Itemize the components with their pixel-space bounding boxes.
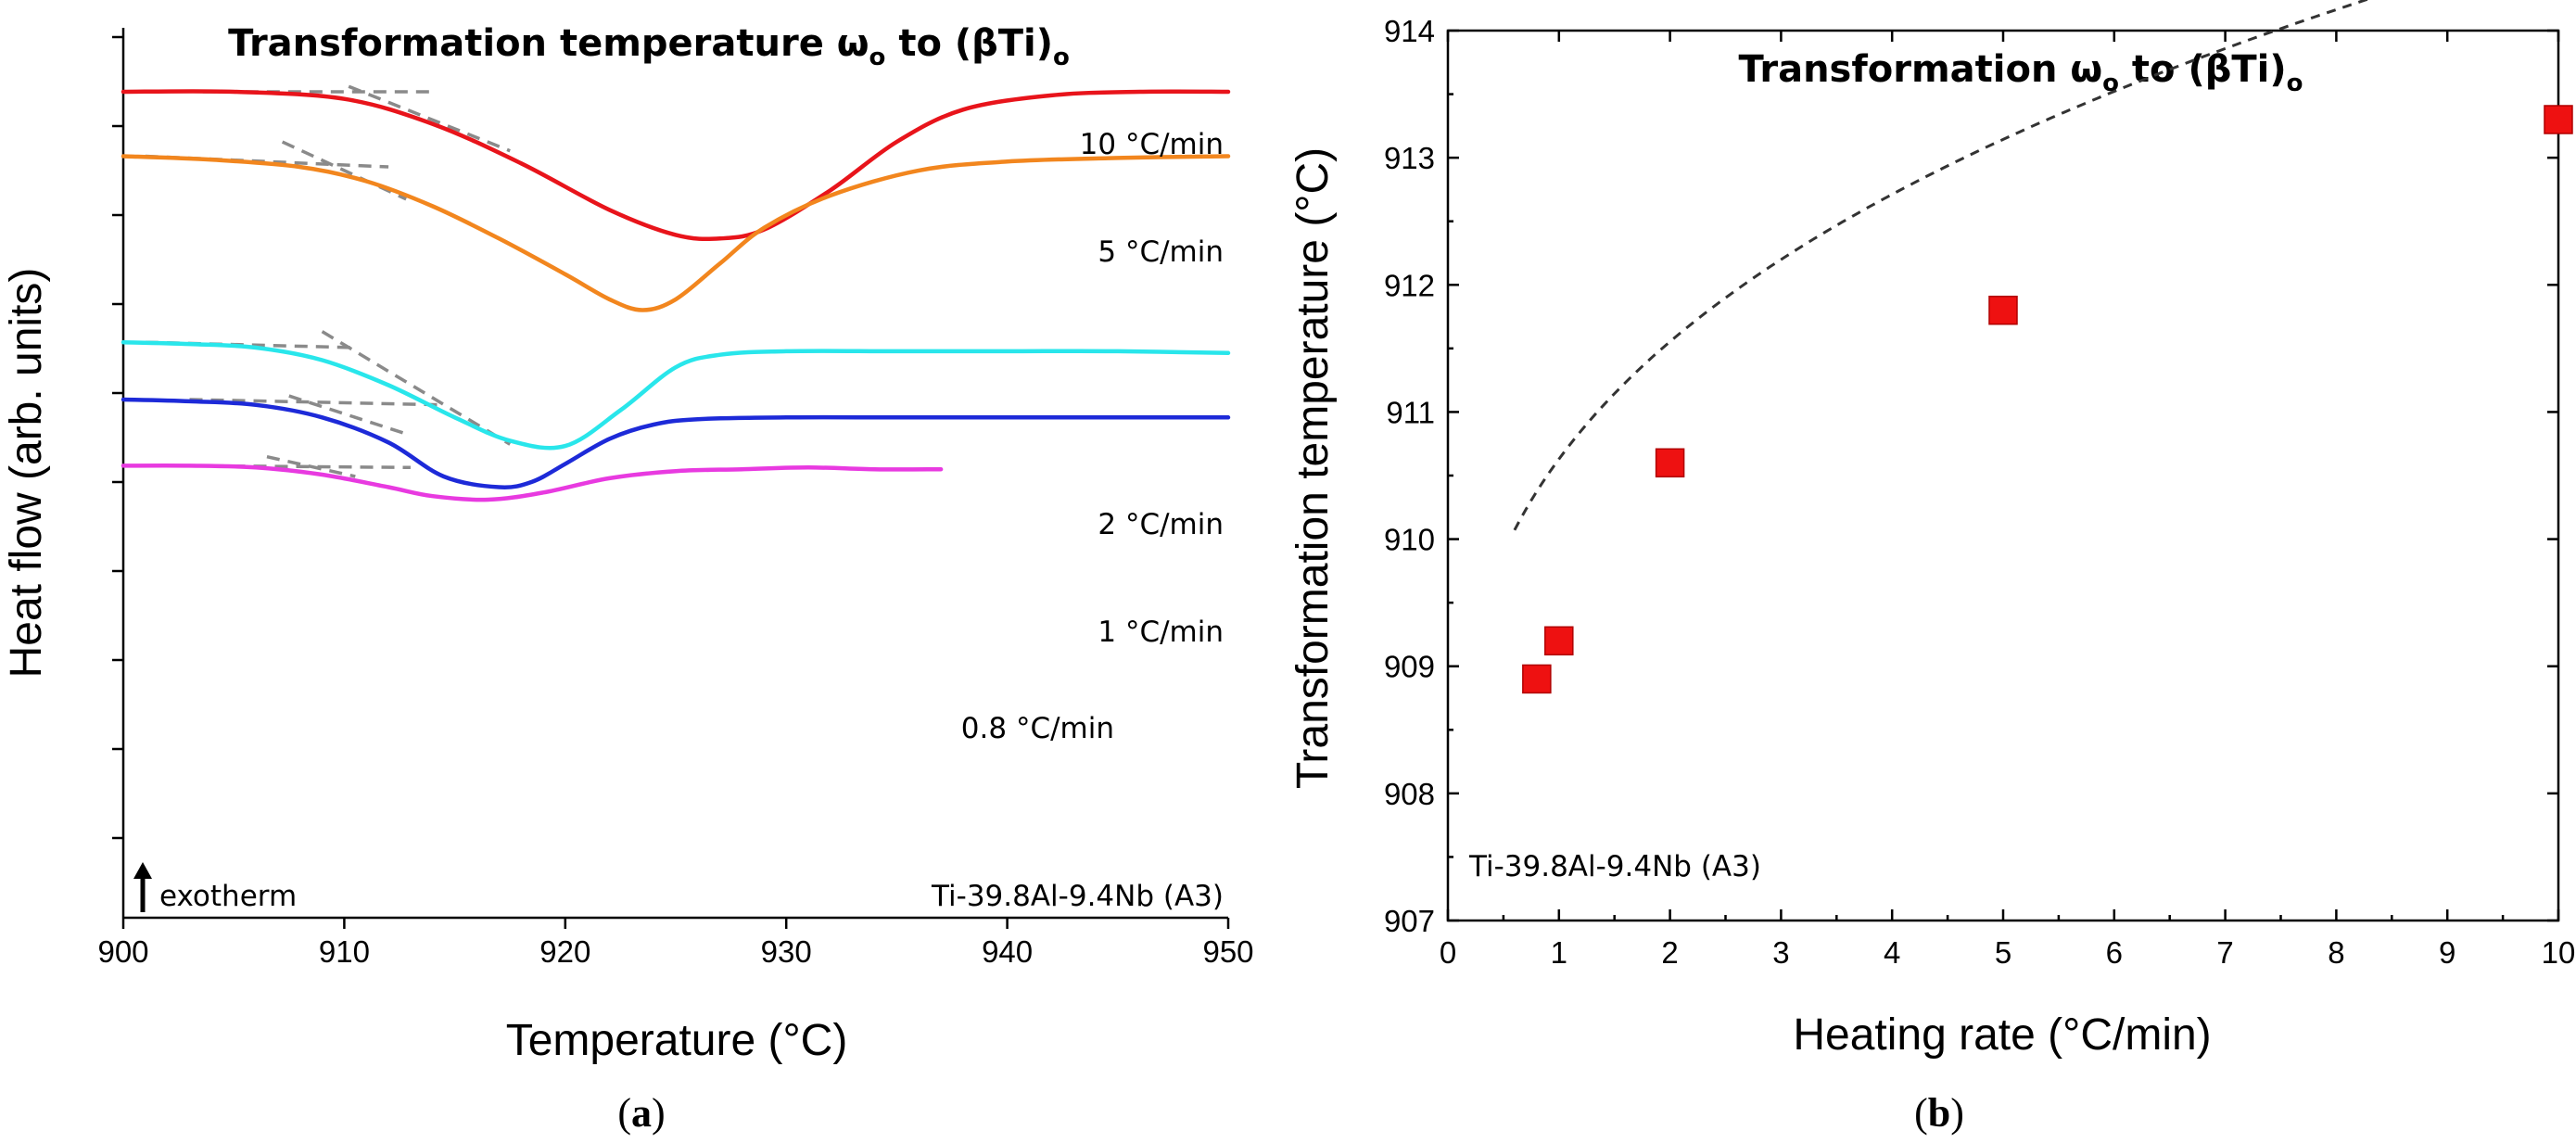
curve-label: 1 °C/min [1098, 616, 1224, 649]
b-ytick-label: 909 [1384, 650, 1435, 684]
curve-series [121, 154, 1231, 312]
a-xtick-label: 940 [982, 934, 1033, 969]
panel-a-heat-flow-chart: Transformation temperature ωo to (βTi)o … [2, 22, 1254, 1136]
panel-b-x-ticks: 0 1 2 3 4 5 6 7 8 9 10 [1440, 31, 2576, 970]
b-xtick-label: 10 [2542, 935, 2576, 970]
panel-a-y-axis-label: Heat flow (arb. units) [2, 268, 51, 679]
b-xtick-label: 1 [1551, 935, 1567, 970]
a-xtick-label: 900 [97, 934, 148, 969]
panel-b-x-axis-label: Heating rate (°C/min) [1793, 1010, 2211, 1060]
data-point-marker [2544, 105, 2573, 134]
panel-a-curves [121, 89, 1231, 502]
b-xtick-label: 9 [2439, 935, 2455, 970]
panel-b-plot-frame [1446, 29, 2560, 922]
curve-series [121, 397, 1231, 489]
curve-series [121, 89, 1231, 242]
curve-label: 5 °C/min [1098, 235, 1224, 269]
b-ytick-label: 908 [1384, 777, 1435, 811]
panel-b-label: (b) [1914, 1090, 1964, 1136]
tangent-line [281, 140, 407, 201]
b-xtick-label: 8 [2328, 935, 2344, 970]
data-point-marker [1544, 626, 1574, 656]
panel-a-label: (a) [617, 1090, 665, 1136]
b-ytick-label: 910 [1384, 523, 1435, 557]
panel-b-y-axis-label: Transformation temperature (°C) [1288, 147, 1338, 789]
b-xtick-label: 6 [2106, 935, 2123, 970]
b-ytick-label: 911 [1386, 395, 1435, 429]
b-xtick-label: 0 [1440, 935, 1456, 970]
curve-series [121, 339, 1231, 451]
tangent-line [145, 340, 356, 349]
panel-b-scatter-chart: Transformation ωo to (βTi)o 907908909910… [1288, 0, 2575, 1136]
b-xtick-label: 5 [1995, 935, 2011, 970]
b-ytick-label: 907 [1384, 904, 1435, 938]
data-point-marker [1522, 664, 1552, 694]
a-xtick-label: 930 [761, 934, 812, 969]
data-point-marker [1988, 295, 2018, 325]
panel-a-x-ticks: 900 910 920 930 940 950 [97, 918, 1254, 969]
panel-b-y-ticks: 907 908 909 910 911 912 913 914 [1384, 14, 2558, 938]
panel-a-title: Transformation temperature ωo to (βTi)o [228, 22, 1070, 71]
b-xtick-label: 2 [1661, 935, 1678, 970]
tangent-line [321, 330, 512, 446]
curve-label: 2 °C/min [1098, 508, 1224, 541]
b-xtick-label: 3 [1772, 935, 1789, 970]
a-xtick-label: 950 [1202, 934, 1253, 969]
curve-series [121, 463, 944, 502]
panel-b-data-points [1522, 105, 2573, 694]
panel-b-title: Transformation ωo to (βTi)o [1738, 48, 2303, 97]
tangent-line [145, 154, 389, 169]
b-ytick-label: 914 [1384, 14, 1435, 48]
tangent-line [189, 464, 411, 470]
curve-label: 0.8 °C/min [961, 712, 1114, 745]
panel-b-alloy-label: Ti-39.8Al-9.4Nb (A3) [1468, 850, 1761, 883]
tangent-line [266, 455, 356, 478]
panel-a-y-ticks [112, 35, 123, 840]
data-point-marker [1655, 448, 1685, 478]
panel-a-curve-labels: 10 °C/min 5 °C/min 2 °C/min 1 °C/min 0.8 °C/… [961, 128, 1224, 745]
exotherm-arrow-icon [133, 862, 152, 912]
panel-a-alloy-label: Ti-39.8Al-9.4Nb (A3) [931, 880, 1224, 913]
b-xtick-label: 4 [1884, 935, 1900, 970]
a-xtick-label: 920 [539, 934, 590, 969]
b-ytick-label: 912 [1384, 268, 1435, 302]
a-xtick-label: 910 [319, 934, 370, 969]
panel-a-x-axis-label: Temperature (°C) [506, 1016, 848, 1065]
panel-b-fit-curve [1513, 0, 2370, 531]
tangent-line [348, 84, 511, 153]
b-xtick-label: 7 [2216, 935, 2233, 970]
curve-label: 10 °C/min [1080, 128, 1224, 161]
exotherm-label: exotherm [159, 880, 297, 913]
b-ytick-label: 913 [1384, 141, 1435, 175]
